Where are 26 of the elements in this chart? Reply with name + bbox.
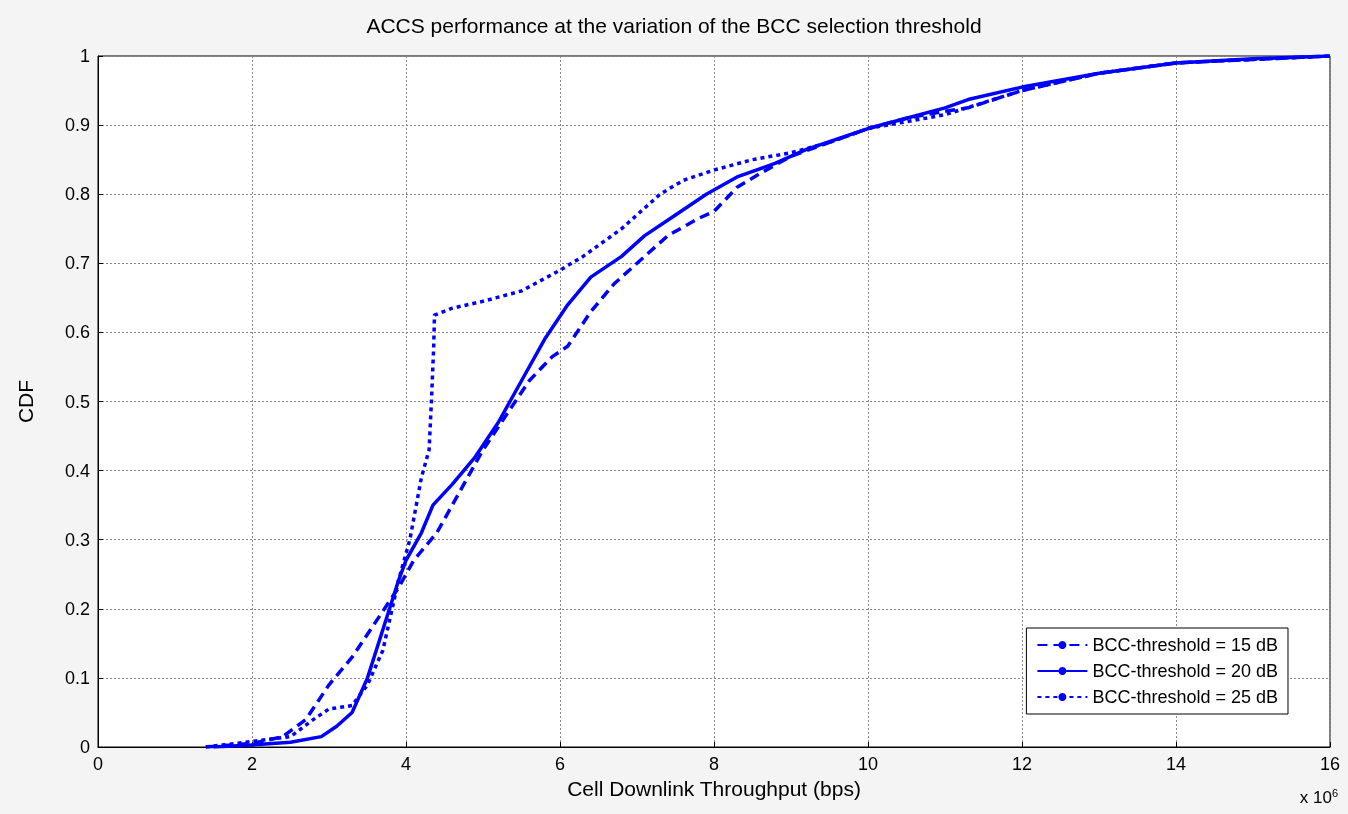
x-tick-label: 6 [554, 754, 566, 774]
y-tick-label: 0.3 [64, 529, 90, 550]
y-tick-label: 0.9 [64, 115, 90, 136]
y-tick-label: 0.7 [64, 253, 90, 274]
y-tick-label: 0 [79, 737, 90, 757]
x-tick-label: 14 [1165, 754, 1187, 774]
legend-label: BCC-threshold = 20 dB [1092, 661, 1279, 681]
y-tick-label: 0.2 [64, 598, 90, 619]
x-tick-label: 12 [1011, 754, 1033, 774]
x-tick-label: 16 [1319, 754, 1341, 774]
x-tick-label: 4 [400, 754, 412, 774]
y-tick-label: 1 [79, 46, 90, 66]
y-tick-label: 0.1 [64, 667, 90, 688]
x-tick-label: 2 [246, 754, 258, 774]
legend-label: BCC-threshold = 25 dB [1092, 687, 1279, 707]
y-axis-title: CDF [14, 379, 37, 424]
y-tick-label: 0.6 [64, 322, 90, 343]
y-tick-label: 0.4 [64, 460, 90, 481]
x-axis-title: Cell Downlink Throughput (bps) [567, 776, 861, 800]
chart-title: ACCS performance at the variation of the BCC selection threshold [366, 14, 982, 37]
x-tick-label: 10 [857, 754, 879, 774]
x-tick-label: 8 [708, 754, 720, 774]
x-tick-label: 0 [92, 754, 104, 774]
y-tick-label: 0.5 [64, 391, 90, 412]
y-tick-label: 0.8 [64, 184, 90, 205]
legend-label: BCC-threshold = 15 dB [1092, 635, 1279, 655]
